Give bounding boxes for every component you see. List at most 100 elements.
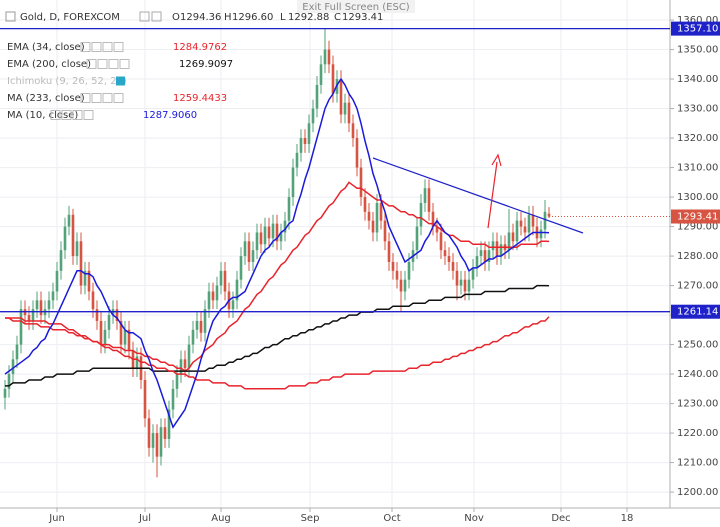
candle-body — [155, 433, 159, 457]
candle-body — [427, 188, 431, 212]
candle-body — [55, 270, 59, 292]
candle-body — [435, 226, 439, 233]
collapse-icon[interactable] — [5, 11, 16, 22]
candle-body — [299, 138, 303, 153]
candle-body — [259, 232, 263, 245]
legend-name: MA (10, close) — [7, 110, 78, 121]
candle-body — [223, 270, 227, 292]
candle-body — [467, 279, 471, 292]
candle-body — [251, 250, 255, 262]
candle-body — [479, 250, 483, 257]
candle-body — [95, 309, 99, 321]
legend-name: EMA (200, close) — [7, 59, 91, 70]
ohlc-value: 1296.60 — [232, 12, 273, 23]
candle-body — [87, 270, 91, 292]
legend-icon — [116, 76, 125, 86]
level-label-box — [671, 304, 720, 319]
candle-body — [459, 279, 463, 286]
candle-body — [295, 152, 299, 168]
legend-icon — [97, 59, 108, 69]
y-tick-label: 1330.00 — [677, 104, 718, 115]
candle-body — [71, 214, 75, 257]
candle-body — [151, 433, 155, 448]
ohlc-letter: O — [172, 12, 180, 23]
candle-body — [79, 241, 83, 286]
legend-name: EMA (34, close) — [7, 42, 85, 53]
candle-body — [507, 232, 511, 251]
candle-body — [103, 329, 107, 345]
candle-body — [119, 320, 123, 345]
y-tick-label: 1340.00 — [677, 74, 718, 85]
plot — [3, 28, 551, 478]
candle-body — [291, 167, 295, 198]
legend-icon — [91, 42, 102, 52]
candle-body — [11, 359, 15, 375]
candle-body — [239, 256, 243, 280]
candle-body — [523, 226, 527, 233]
legend-icon — [80, 93, 91, 103]
trend-line — [372, 157, 584, 234]
candle-body — [191, 329, 195, 345]
legend-value: 1284.9762 — [173, 42, 227, 53]
y-tick-label: 1250.00 — [677, 340, 718, 351]
candle-body — [31, 309, 35, 321]
candle-body — [159, 427, 163, 457]
candle-body — [163, 427, 167, 439]
candle-body — [375, 202, 379, 233]
icon[interactable] — [151, 11, 162, 22]
indicator-line — [4, 77, 550, 429]
candle-body — [547, 213, 551, 217]
candle-body — [347, 102, 351, 124]
candle-body — [531, 214, 535, 227]
candle-body — [211, 291, 215, 301]
candle-body — [3, 388, 7, 398]
candle-body — [343, 102, 347, 115]
y-tick-label: 1300.00 — [677, 192, 718, 203]
last-price-box — [671, 209, 720, 224]
ohlc-letter: H — [224, 12, 232, 23]
y-tick-label: 1320.00 — [677, 133, 718, 144]
candle-body — [395, 270, 399, 280]
candle-body — [471, 267, 475, 280]
arrow — [487, 161, 498, 229]
candle-body — [263, 226, 267, 245]
candle-body — [83, 270, 87, 286]
candle-body — [379, 202, 383, 221]
tooltip-box — [297, 0, 415, 13]
y-tick-label: 1200.00 — [677, 487, 718, 498]
icon[interactable] — [139, 11, 150, 22]
legend-icon — [61, 110, 72, 120]
candle-body — [451, 261, 455, 271]
candle-body — [499, 244, 503, 257]
indicator-line — [5, 284, 550, 387]
candle-body — [539, 229, 543, 239]
candle-body — [439, 232, 443, 251]
candle-body — [47, 300, 51, 310]
candle-body — [7, 374, 11, 389]
grid — [0, 0, 670, 508]
y-tick-label: 1280.00 — [677, 251, 718, 262]
candle-body — [279, 232, 283, 242]
arrow-head — [491, 153, 502, 167]
candle-body — [431, 211, 435, 227]
legend-icon — [113, 93, 124, 103]
candle-body — [179, 359, 183, 375]
candle-body — [323, 49, 327, 65]
x-tick-label: Jun — [48, 513, 65, 524]
candle-body — [171, 388, 175, 410]
candle-body — [267, 226, 271, 239]
candle-body — [107, 315, 111, 330]
level-label: 1261.14 — [677, 307, 718, 318]
ohlc-value: 1294.36 — [180, 12, 221, 23]
candle-body — [311, 108, 315, 124]
x-tick-label: Jul — [138, 513, 151, 524]
candle-body — [271, 223, 275, 239]
candle-body — [407, 261, 411, 280]
candle-body — [51, 291, 55, 301]
candle-body — [219, 270, 223, 286]
candle-body — [419, 202, 423, 227]
candle-body — [27, 315, 31, 321]
symbol: Gold, D, FOREXCOM — [20, 12, 120, 23]
ohlc-value: 1293.41 — [342, 12, 383, 23]
